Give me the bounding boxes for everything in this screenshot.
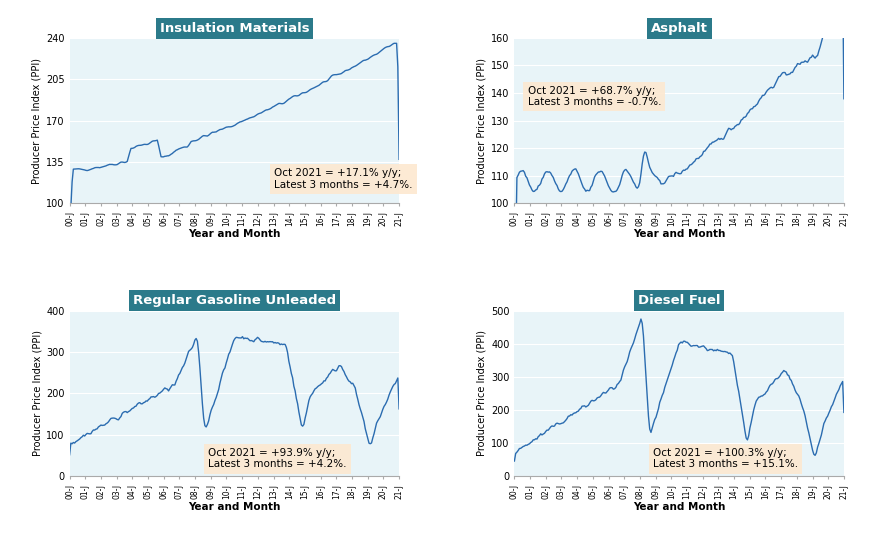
Y-axis label: Producer Price Index (PPI): Producer Price Index (PPI) [32,331,42,457]
Y-axis label: Producer Price Index (PPI): Producer Price Index (PPI) [476,57,487,183]
X-axis label: Year and Month: Year and Month [633,229,725,239]
Y-axis label: Producer Price Index (PPI): Producer Price Index (PPI) [476,331,487,457]
X-axis label: Year and Month: Year and Month [633,502,725,512]
Text: Diesel Fuel: Diesel Fuel [637,294,720,307]
Text: Regular Gasoline Unleaded: Regular Gasoline Unleaded [133,294,335,307]
Text: Oct 2021 = +17.1% y/y;
Latest 3 months = +4.7%.: Oct 2021 = +17.1% y/y; Latest 3 months =… [274,168,412,190]
Text: Oct 2021 = +68.7% y/y;
Latest 3 months = -0.7%.: Oct 2021 = +68.7% y/y; Latest 3 months =… [527,85,660,107]
Text: Insulation Materials: Insulation Materials [159,22,308,35]
X-axis label: Year and Month: Year and Month [188,502,280,512]
X-axis label: Year and Month: Year and Month [188,229,280,239]
Text: Asphalt: Asphalt [650,22,706,35]
Y-axis label: Producer Price Index (PPI): Producer Price Index (PPI) [32,57,42,183]
Text: Oct 2021 = +93.9% y/y;
Latest 3 months = +4.2%.: Oct 2021 = +93.9% y/y; Latest 3 months =… [208,448,346,470]
Text: Oct 2021 = +100.3% y/y;
Latest 3 months = +15.1%.: Oct 2021 = +100.3% y/y; Latest 3 months … [652,448,797,470]
